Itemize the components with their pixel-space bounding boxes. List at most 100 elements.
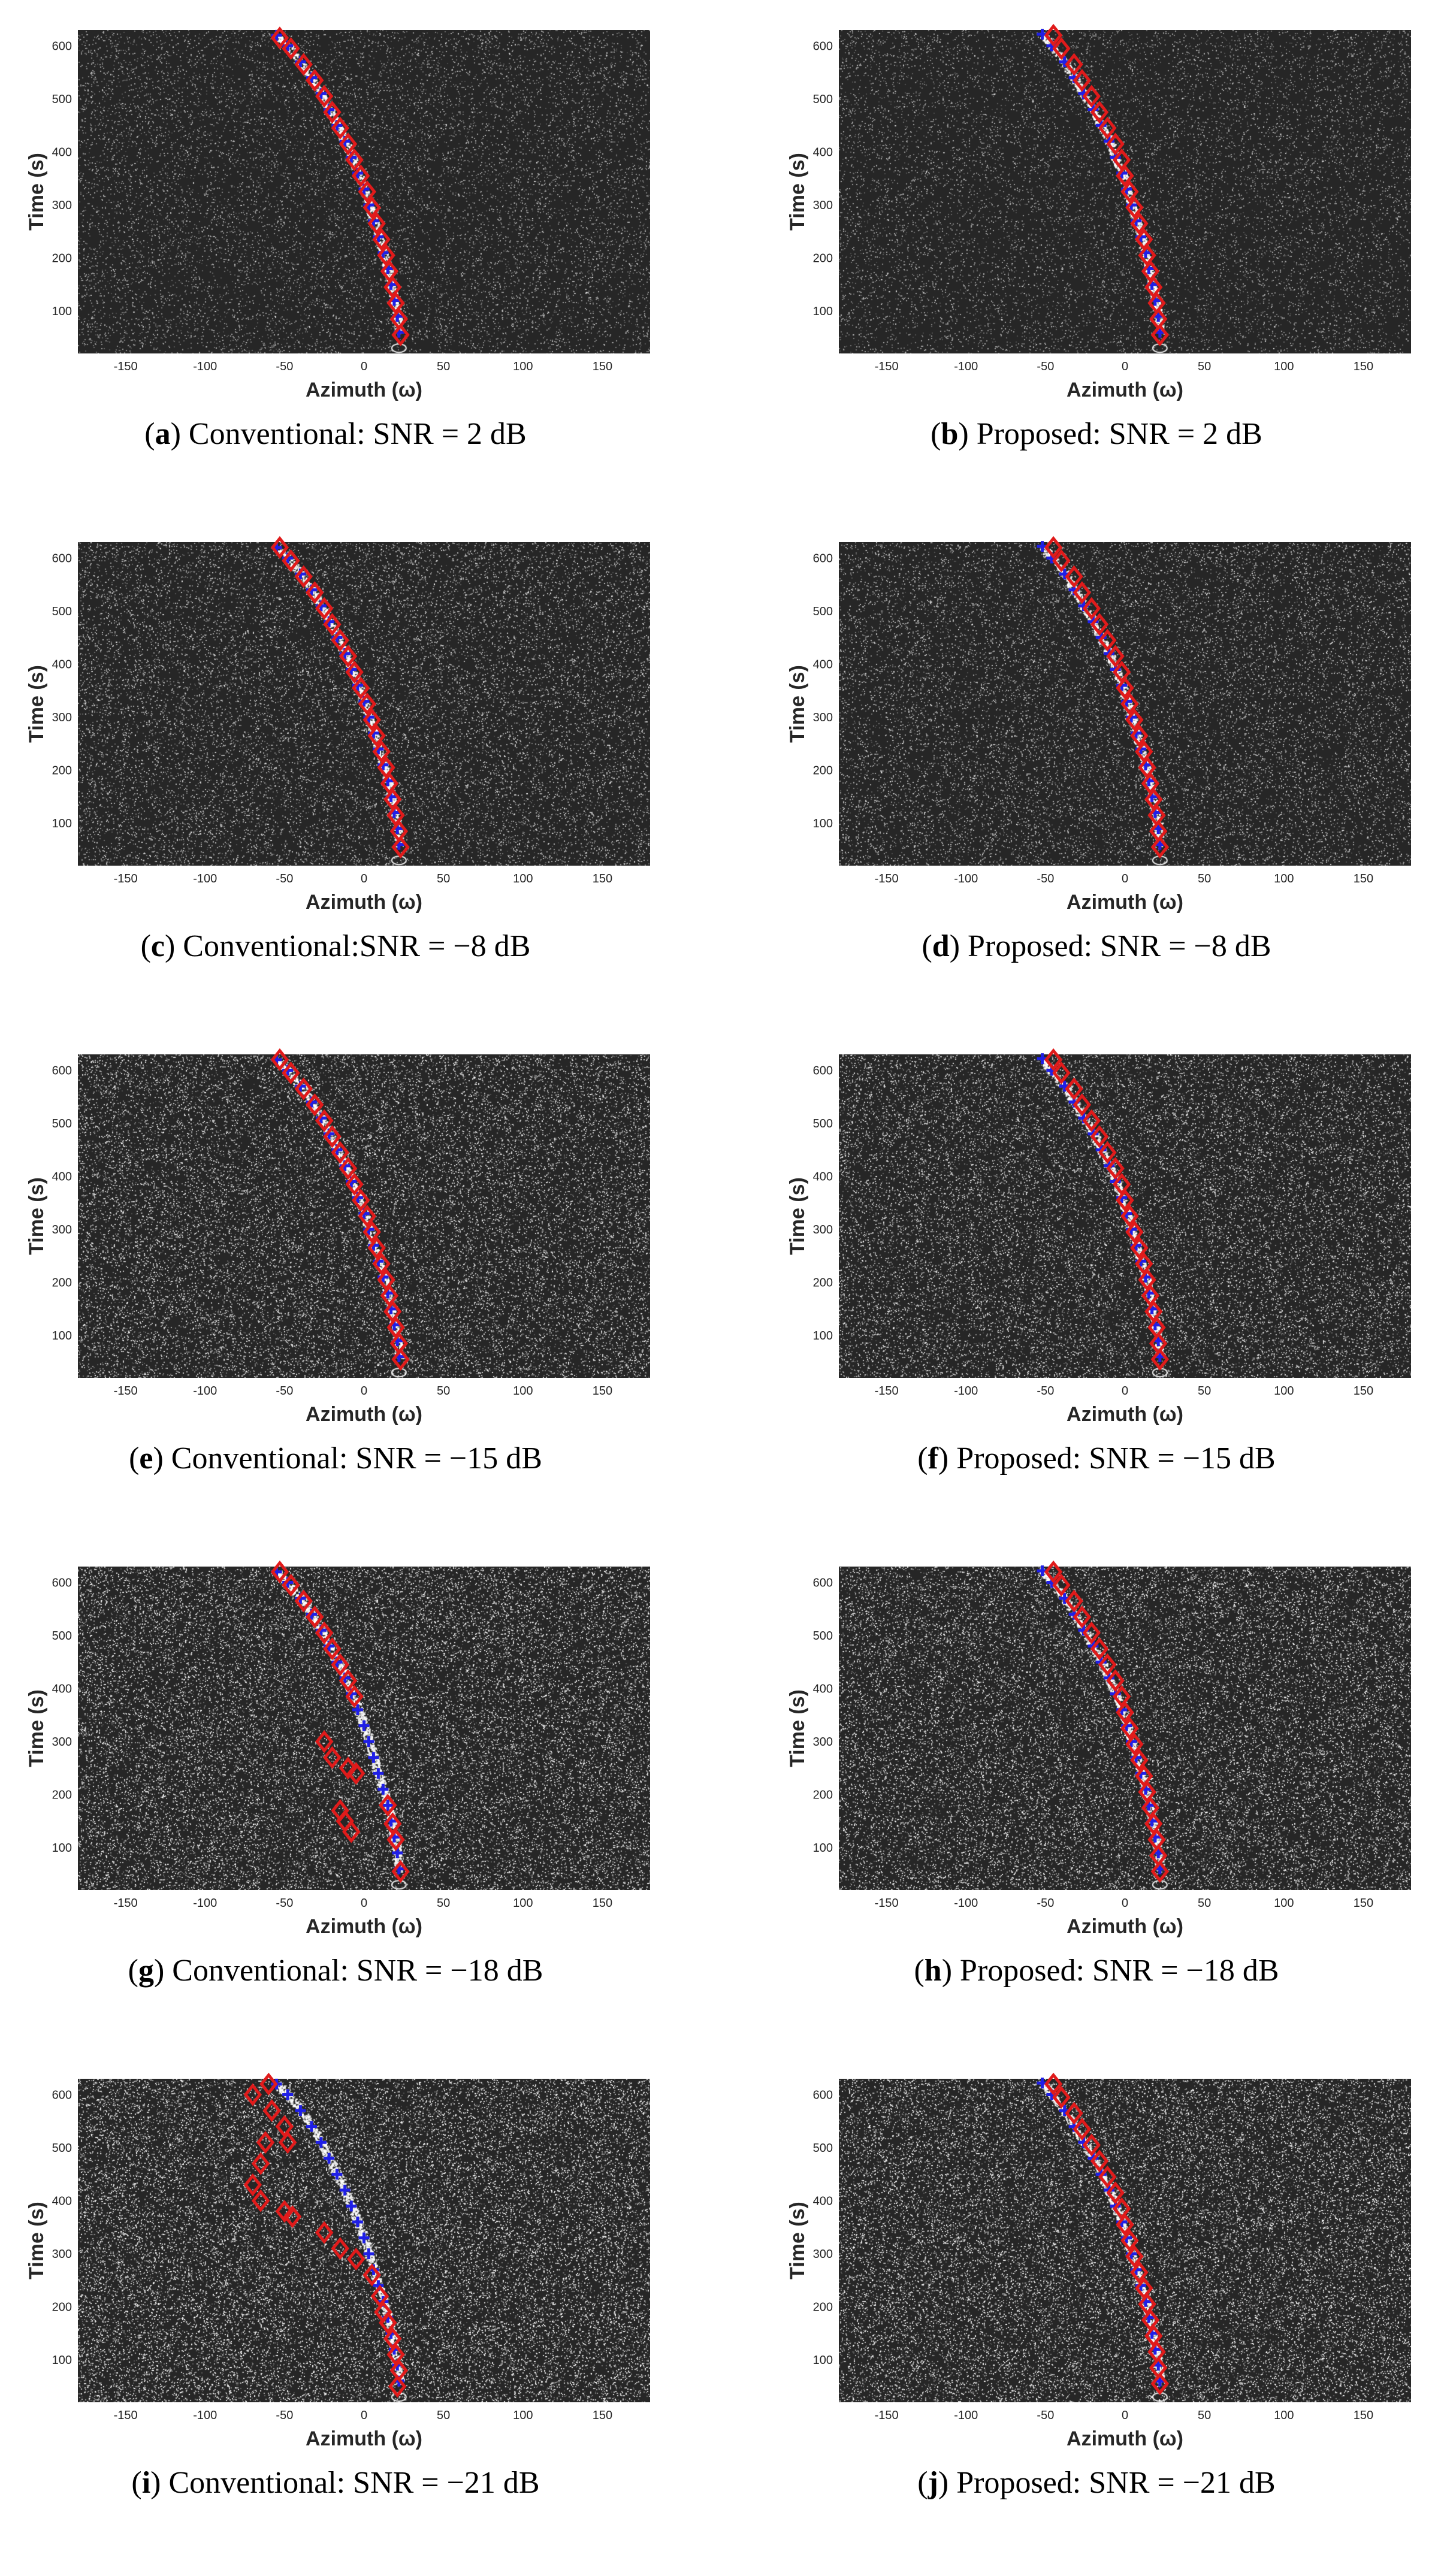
diamond-marker bbox=[1125, 196, 1144, 219]
y-tick-label: 200 bbox=[813, 252, 833, 265]
panel-c: 100 200 300 400 500 600 -150 -100 -50 0 50 100 150 Az… bbox=[18, 530, 653, 1039]
diamond-marker bbox=[1073, 69, 1092, 92]
diamond-marker bbox=[1141, 772, 1160, 795]
x-tick-label: 150 bbox=[593, 360, 612, 373]
plus-marker bbox=[331, 2169, 343, 2180]
diamond-marker bbox=[283, 2205, 302, 2229]
x-tick-label: 50 bbox=[437, 360, 450, 373]
y-tick-label: 400 bbox=[52, 146, 72, 159]
x-tick-label: 150 bbox=[593, 2409, 612, 2422]
x-tick-label: 100 bbox=[1274, 360, 1294, 373]
y-tick-label: 500 bbox=[813, 1629, 833, 1643]
y-tick-label: 300 bbox=[52, 1223, 72, 1236]
caption-open-paren: ( bbox=[140, 929, 151, 963]
x-tick-label: 100 bbox=[1274, 2409, 1294, 2422]
diamond-marker bbox=[362, 196, 381, 219]
diamond-marker bbox=[256, 2131, 275, 2154]
x-tick-label: 100 bbox=[513, 872, 533, 885]
diamond-marker bbox=[1044, 536, 1063, 559]
noise-texture bbox=[839, 542, 1411, 866]
diamond-marker bbox=[1150, 1860, 1170, 1883]
x-tick-label: -150 bbox=[114, 1384, 138, 1398]
diamond-marker bbox=[315, 1730, 334, 1753]
diamond-marker bbox=[345, 1685, 364, 1708]
y-axis-label: Time (s) bbox=[786, 153, 809, 231]
diamond-marker bbox=[362, 2263, 381, 2287]
plus-marker bbox=[373, 1768, 384, 1779]
diamond-marker bbox=[389, 307, 409, 331]
diamond-marker bbox=[282, 549, 300, 572]
diamond-marker bbox=[282, 37, 300, 60]
panel-caption: (e) Conventional: SNR = −15 dB bbox=[18, 1441, 653, 1476]
caption-letter: c bbox=[150, 929, 165, 963]
x-tick-label: 0 bbox=[361, 360, 367, 373]
chart-svg: 100 200 300 400 500 600 -150 -100 -50 0 50 100 150 Az… bbox=[786, 1048, 1373, 1426]
y-tick-label: 100 bbox=[813, 2354, 833, 2367]
diamond-marker bbox=[270, 1560, 289, 1583]
y-tick-label: 400 bbox=[813, 1683, 833, 1696]
diamond-marker bbox=[275, 2200, 294, 2223]
diamond-marker bbox=[243, 2173, 262, 2197]
diamond-marker bbox=[345, 148, 364, 171]
panel-caption: (g) Conventional: SNR = −18 dB bbox=[18, 1953, 653, 1988]
diamond-marker bbox=[367, 724, 386, 748]
y-tick-label: 200 bbox=[52, 1277, 72, 1290]
diamond-marker bbox=[1065, 2102, 1083, 2125]
diamond-marker bbox=[339, 1157, 358, 1180]
x-tick-label: -100 bbox=[193, 360, 217, 373]
y-axis-label: Time (s) bbox=[25, 2202, 48, 2279]
x-tick-label: 150 bbox=[593, 872, 612, 885]
x-tick-label: 150 bbox=[1354, 360, 1373, 373]
diamond-marker bbox=[347, 2247, 365, 2270]
diamond-marker bbox=[1144, 2324, 1163, 2348]
y-tick-label: 400 bbox=[52, 1683, 72, 1696]
diamond-marker bbox=[386, 1828, 405, 1851]
diamond-marker bbox=[1073, 2118, 1092, 2141]
x-tick-label: 100 bbox=[513, 1897, 533, 1910]
plot-area bbox=[839, 1054, 1411, 1378]
x-tick-label: 0 bbox=[361, 1897, 367, 1910]
diamond-marker bbox=[1052, 2085, 1071, 2109]
diamond-marker bbox=[1150, 836, 1170, 859]
diamond-marker bbox=[1147, 1316, 1166, 1339]
diamond-marker bbox=[1116, 676, 1134, 700]
y-tick-label: 600 bbox=[813, 1065, 833, 1078]
plus-marker bbox=[295, 2105, 306, 2117]
diamond-marker bbox=[386, 1316, 405, 1339]
diamond-marker bbox=[1147, 803, 1166, 827]
diamond-marker bbox=[323, 101, 342, 124]
y-tick-label: 600 bbox=[813, 40, 833, 53]
noise-texture bbox=[839, 2079, 1411, 2402]
plus-marker bbox=[324, 2152, 335, 2164]
diamond-marker bbox=[306, 1606, 324, 1629]
y-axis-label: Time (s) bbox=[786, 1177, 809, 1255]
diamond-marker bbox=[383, 788, 402, 811]
y-tick-label: 100 bbox=[52, 817, 72, 830]
diamond-marker bbox=[278, 2131, 297, 2154]
caption-text: ) Proposed: SNR = −18 dB bbox=[941, 1954, 1279, 1988]
plus-marker bbox=[346, 2200, 357, 2212]
x-tick-label: -100 bbox=[954, 1897, 978, 1910]
diamond-marker bbox=[294, 1589, 313, 1613]
diamond-marker bbox=[339, 1756, 358, 1780]
x-tick-label: -100 bbox=[193, 1897, 217, 1910]
y-tick-label: 100 bbox=[813, 1329, 833, 1343]
diamond-marker bbox=[270, 536, 289, 559]
diamond-marker bbox=[315, 1109, 334, 1132]
x-tick-label: -150 bbox=[114, 360, 138, 373]
noise-texture bbox=[839, 1054, 1411, 1378]
caption-text: ) Conventional: SNR = −21 dB bbox=[150, 2466, 540, 2500]
diamond-marker bbox=[1130, 212, 1149, 235]
diamond-marker bbox=[1106, 2181, 1125, 2205]
y-axis-label: Time (s) bbox=[786, 665, 809, 743]
chart-svg: 100 200 300 400 500 600 -150 -100 -50 0 50 100 150 Az… bbox=[786, 23, 1373, 401]
plus-marker bbox=[282, 2089, 294, 2100]
panel-caption: (j) Proposed: SNR = −21 dB bbox=[779, 2465, 1414, 2501]
plus-marker bbox=[339, 2184, 351, 2196]
panel-caption: (c) Conventional:SNR = −8 dB bbox=[18, 929, 653, 964]
diamond-marker bbox=[342, 1820, 361, 1843]
diamond-marker bbox=[1144, 276, 1163, 299]
panel-caption: (f) Proposed: SNR = −15 dB bbox=[779, 1441, 1414, 1476]
diamond-marker bbox=[1138, 244, 1156, 267]
panel-caption: (b) Proposed: SNR = 2 dB bbox=[779, 416, 1414, 452]
